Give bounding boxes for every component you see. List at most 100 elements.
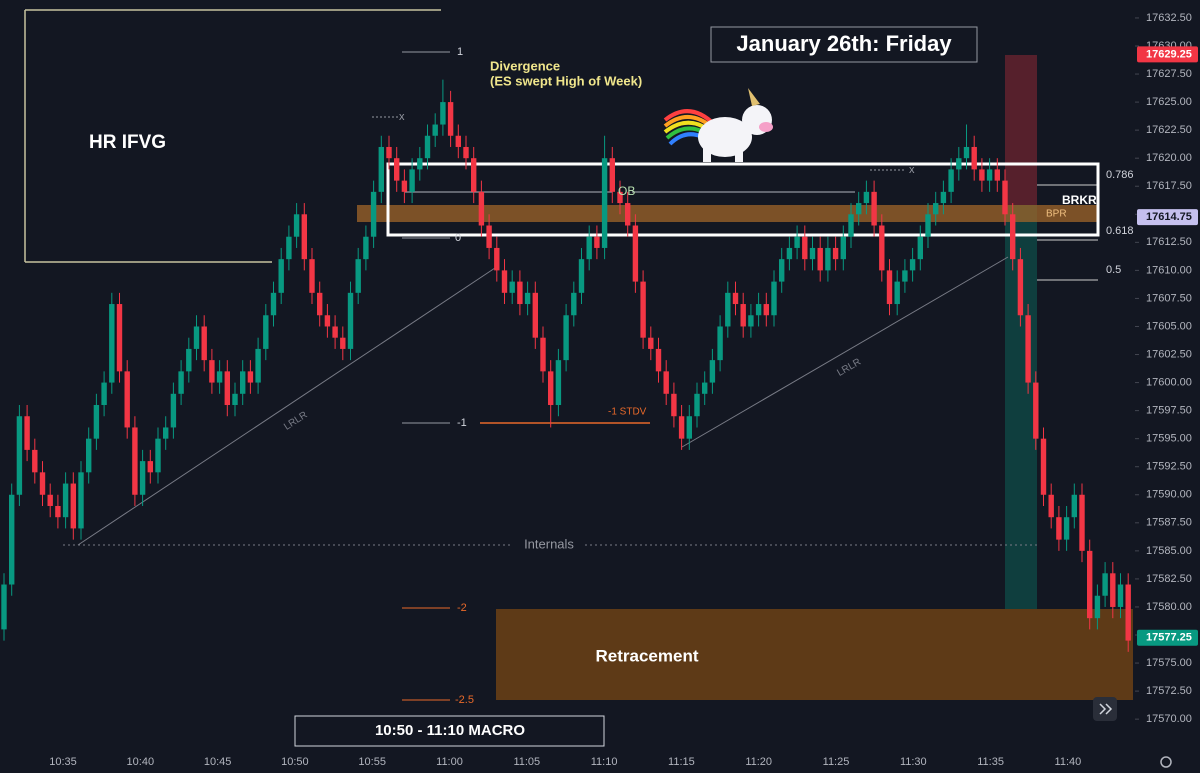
x-tick-label: 11:05 bbox=[513, 756, 540, 768]
candle-body bbox=[1079, 494, 1085, 551]
candle-body bbox=[694, 393, 700, 417]
candle-body bbox=[1117, 584, 1124, 607]
candle-body bbox=[617, 191, 623, 204]
y-tick-label: 17595.00 bbox=[1146, 433, 1192, 445]
x-tick-label: 10:40 bbox=[127, 756, 155, 768]
candle-body bbox=[486, 225, 492, 248]
y-tick-label: 17597.50 bbox=[1146, 405, 1192, 417]
candle-body bbox=[809, 247, 816, 260]
candle-body bbox=[933, 203, 939, 215]
y-tick-label: 17625.00 bbox=[1146, 96, 1192, 108]
candle-body bbox=[632, 225, 639, 282]
candle-body bbox=[340, 337, 346, 349]
candle-body bbox=[201, 326, 207, 361]
candle-body bbox=[886, 270, 893, 305]
retracement-label: Retracement bbox=[596, 646, 699, 665]
candle-body bbox=[178, 371, 184, 394]
y-tick-label: 17617.50 bbox=[1146, 180, 1192, 192]
candle-body bbox=[386, 146, 392, 159]
candle-body bbox=[1094, 595, 1101, 619]
candle-body bbox=[594, 236, 600, 248]
candle-body bbox=[16, 416, 23, 495]
candle-body bbox=[802, 236, 808, 260]
candle-body bbox=[971, 146, 977, 170]
y-tick-label: 17600.00 bbox=[1146, 376, 1192, 388]
candle-body bbox=[471, 158, 477, 192]
price-tag bbox=[1137, 209, 1198, 226]
candle-body bbox=[817, 247, 823, 271]
candle-body bbox=[763, 304, 769, 316]
candle-body bbox=[1010, 214, 1016, 260]
candle-body bbox=[309, 259, 315, 293]
candle-body bbox=[109, 304, 115, 383]
candle-body bbox=[1125, 584, 1131, 641]
candle-body bbox=[1056, 517, 1062, 540]
candle-body bbox=[293, 214, 300, 237]
candle-body bbox=[240, 371, 246, 394]
candle-body bbox=[378, 146, 384, 192]
candle-body bbox=[509, 281, 515, 293]
candle-body bbox=[332, 326, 338, 338]
macro-box bbox=[294, 715, 605, 747]
annotation: HR IFVG bbox=[89, 132, 166, 153]
candle-body bbox=[1040, 438, 1047, 495]
candle-body bbox=[424, 135, 431, 159]
candle-body bbox=[501, 270, 508, 293]
candle-body bbox=[286, 236, 292, 260]
price-tag-label: 17629.25 bbox=[1146, 48, 1192, 60]
candle-body bbox=[1071, 494, 1077, 518]
candle-body bbox=[209, 360, 215, 383]
candle-body bbox=[755, 304, 762, 316]
candle-body bbox=[93, 405, 100, 439]
y-tick-label: 17582.50 bbox=[1146, 573, 1192, 585]
y-tick-label: 17570.00 bbox=[1146, 713, 1192, 725]
candle-body bbox=[170, 393, 177, 428]
candle-body bbox=[571, 292, 577, 316]
annotation: OB bbox=[618, 184, 635, 198]
candle-body bbox=[216, 371, 223, 383]
candle-body bbox=[555, 360, 562, 406]
x-tick-label: 11:30 bbox=[900, 756, 927, 768]
price-tag bbox=[1137, 629, 1198, 646]
candle-body bbox=[740, 304, 746, 327]
candle-body bbox=[324, 315, 331, 327]
candle-body bbox=[1048, 494, 1054, 518]
candle-body bbox=[825, 247, 831, 271]
candle-body bbox=[355, 259, 361, 293]
candle-body bbox=[879, 225, 885, 271]
candle-body bbox=[224, 371, 230, 406]
candle-body bbox=[86, 438, 92, 473]
candle-body bbox=[47, 494, 53, 506]
bpr-band bbox=[357, 205, 1097, 222]
candle-body bbox=[956, 158, 962, 170]
candle-body bbox=[363, 236, 369, 260]
candle-body bbox=[370, 191, 377, 237]
candle-body bbox=[409, 169, 415, 192]
candle-body bbox=[986, 169, 993, 181]
y-tick-label: 17612.50 bbox=[1146, 236, 1192, 248]
high-marker-label: x bbox=[399, 111, 405, 123]
y-tick-label: 17632.50 bbox=[1146, 12, 1192, 24]
price-tag bbox=[1137, 46, 1198, 63]
macro-label: 10:50 - 11:10 MACRO bbox=[375, 722, 525, 739]
candle-body bbox=[255, 348, 261, 383]
candle-body bbox=[1002, 180, 1008, 215]
candle-body bbox=[871, 191, 877, 226]
candle-body bbox=[786, 247, 793, 260]
x-tick-label: 10:35 bbox=[49, 756, 77, 768]
candle-body bbox=[648, 337, 654, 349]
candle-body bbox=[771, 281, 777, 316]
annotation: (ES swept High of Week) bbox=[490, 73, 642, 88]
candle-body bbox=[463, 146, 469, 159]
lrlr-line bbox=[681, 256, 1009, 448]
y-tick-label: 17572.50 bbox=[1146, 685, 1192, 697]
candle-body bbox=[278, 259, 284, 293]
candle-body bbox=[732, 292, 739, 305]
candle-body bbox=[455, 135, 461, 147]
unicorn-sticker bbox=[663, 88, 773, 162]
annotation: BRKR bbox=[1062, 193, 1097, 207]
candle-body bbox=[655, 348, 662, 372]
candle-body bbox=[532, 292, 538, 338]
y-tick-label: 17610.00 bbox=[1146, 264, 1192, 276]
y-tick-label: 17607.50 bbox=[1146, 292, 1192, 304]
